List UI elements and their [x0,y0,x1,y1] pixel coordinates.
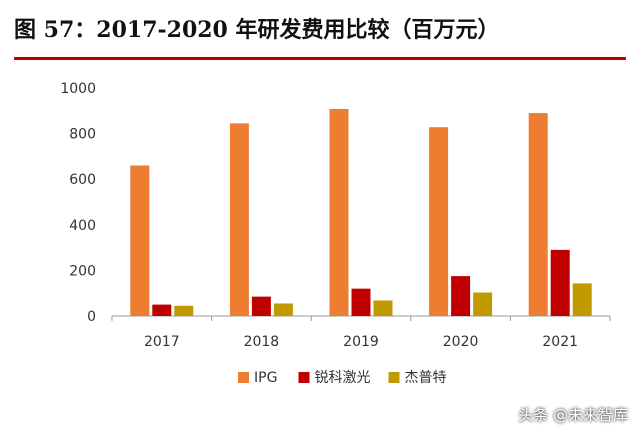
bar-IPG [229,123,249,316]
y-tick-label: 0 [87,309,96,325]
bar-杰普特 [174,305,194,316]
y-tick-label: 600 [69,172,96,188]
x-tick-label: 2017 [144,334,180,350]
bar-锐科激光 [251,296,271,316]
bar-杰普特 [273,303,293,316]
y-tick-label: 400 [69,218,96,234]
bar-IPG [528,113,548,316]
bar-杰普特 [373,300,393,316]
bar-杰普特 [473,292,493,316]
bar-IPG [130,165,150,316]
y-tick-label: 200 [69,263,96,279]
y-tick-label: 800 [69,127,96,143]
bar-锐科激光 [351,288,371,316]
title-divider [14,57,626,60]
legend-label: 锐科激光 [315,369,371,386]
legend-label: 杰普特 [405,370,447,386]
x-tick-label: 2021 [542,334,578,350]
bar-锐科激光 [152,304,172,316]
chart-title: 图 57：2017-2020 年研发费用比较（百万元） [14,17,500,43]
bar-杰普特 [572,283,592,316]
watermark: 头条 @未来智库 [518,406,628,424]
legend-label: IPG [254,370,277,386]
legend-swatch [238,372,249,383]
x-tick-label: 2020 [443,334,479,350]
bar-IPG [329,108,349,316]
x-tick-label: 2019 [343,334,379,350]
legend-swatch [298,372,310,383]
bar-IPG [429,127,449,316]
bar-锐科激光 [550,249,570,316]
legend-swatch [388,372,400,383]
bar-锐科激光 [451,276,471,316]
x-tick-label: 2018 [244,334,280,350]
y-tick-label: 1000 [60,81,96,97]
